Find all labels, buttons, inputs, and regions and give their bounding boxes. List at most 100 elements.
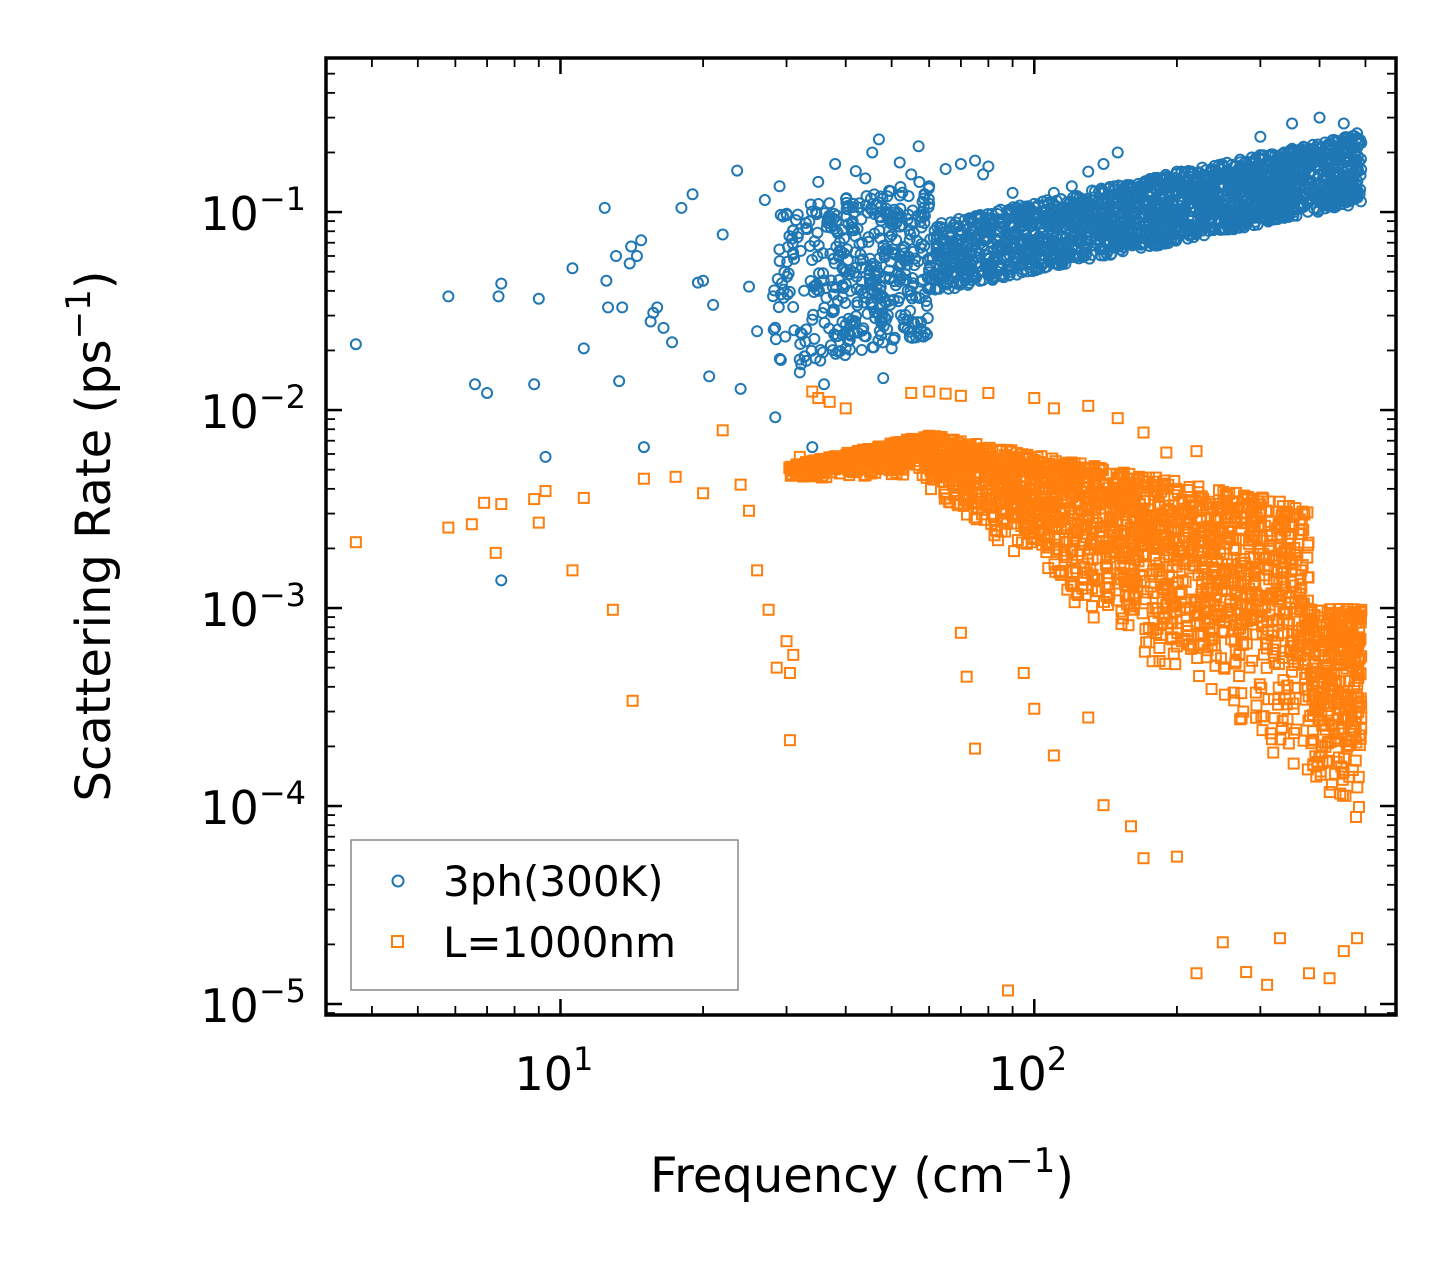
boundary-scattering-point [1208,512,1221,525]
boundary-scattering-point [1124,535,1137,548]
boundary-scattering-point [1194,628,1207,641]
boundary-scattering-point [1343,738,1356,751]
boundary-scattering-point [1131,531,1144,544]
boundary-scattering-point [1287,757,1300,770]
boundary-scattering-point [1332,658,1345,671]
boundary-scattering-point [1322,666,1335,679]
boundary-scattering-point [1256,724,1269,737]
boundary-scattering-point [1153,641,1166,654]
boundary-scattering-point [1149,552,1162,565]
boundary-scattering-point [1265,588,1278,601]
boundary-scattering-point [858,469,871,482]
boundary-scattering-point [960,508,973,521]
boundary-scattering-point [1337,722,1350,735]
boundary-scattering-point [1272,658,1285,671]
boundary-scattering-point [1129,513,1142,526]
boundary-scattering-point [1346,633,1359,646]
boundary-scattering-point [1186,559,1199,572]
boundary-scattering-point [1173,587,1186,600]
boundary-scattering-point [1115,524,1128,537]
boundary-scattering-point [1248,567,1261,580]
boundary-scattering-point [1272,629,1285,642]
boundary-scattering-point [1153,655,1166,668]
boundary-scattering-point [1276,714,1289,727]
boundary-scattering-point [1323,786,1336,799]
boundary-scattering-point [1284,597,1297,610]
three-phonon-point [985,272,998,285]
boundary-scattering-point [1089,507,1102,520]
boundary-scattering-point [1336,773,1349,786]
boundary-scattering-point [1114,503,1127,516]
boundary-scattering-point [1291,649,1304,662]
boundary-scattering-point [1349,754,1362,767]
boundary-scattering-point [1319,659,1332,672]
boundary-scattering-point [1229,544,1242,557]
boundary-scattering-point [1220,567,1233,580]
boundary-scattering-point [1085,582,1098,595]
boundary-scattering-point [1277,614,1290,627]
boundary-scattering-point [982,500,995,513]
boundary-scattering-point [1301,506,1314,519]
boundary-scattering-point [1184,490,1197,503]
boundary-scattering-point [1228,635,1241,648]
boundary-scattering-point [1162,569,1175,582]
boundary-scattering-point [1103,581,1116,594]
three-phonon-point [769,321,782,334]
boundary-scattering-point [1166,600,1179,613]
boundary-scattering-point [1137,504,1150,517]
boundary-scattering-point [1355,722,1368,735]
three-phonon-point [769,333,782,346]
boundary-scattering-point [1104,512,1117,525]
boundary-scattering-point [1230,504,1243,517]
boundary-scattering-point [1234,713,1247,726]
boundary-scattering-point [924,483,937,496]
boundary-scattering-point [1250,711,1263,724]
boundary-scattering-point [785,460,798,473]
boundary-scattering-point [921,431,934,444]
boundary-scattering-point [1287,510,1300,523]
boundary-scattering-point [1285,556,1298,569]
boundary-scattering-point [1176,574,1189,587]
boundary-scattering-point [1349,810,1362,823]
boundary-scattering-point [890,466,903,479]
boundary-scattering-point [1074,544,1087,557]
three-phonon-point [804,275,817,288]
boundary-scattering-point [1164,505,1177,518]
boundary-scattering-point [1274,733,1287,746]
boundary-scattering-point [1261,638,1274,651]
boundary-scattering-point [1235,524,1248,537]
boundary-scattering-point [988,523,1001,536]
boundary-scattering-point [1083,491,1096,504]
boundary-scattering-point [1256,626,1269,639]
boundary-scattering-point [1253,498,1266,511]
boundary-scattering-point [1072,589,1085,602]
boundary-scattering-point [1117,470,1130,483]
boundary-scattering-point [1144,503,1157,516]
boundary-scattering-point [842,463,855,476]
boundary-scattering-point [969,483,982,496]
boundary-scattering-point [1351,781,1364,794]
boundary-scattering-point [1067,469,1080,482]
boundary-scattering-point [1301,539,1314,552]
boundary-scattering-point [1167,647,1180,660]
boundary-scattering-point [1353,652,1366,665]
boundary-scattering-point [1079,588,1092,601]
boundary-scattering-point [1131,580,1144,593]
boundary-scattering-point [1075,466,1088,479]
boundary-scattering-point [957,460,970,473]
boundary-scattering-point [1332,697,1345,710]
boundary-scattering-point [1260,661,1273,674]
boundary-scattering-point [1077,573,1090,586]
boundary-scattering-point [1103,551,1116,564]
three-phonon-point [902,190,915,203]
boundary-scattering-point [1052,477,1065,490]
boundary-scattering-point [1115,468,1128,481]
boundary-scattering-point [1112,538,1125,551]
boundary-scattering-point [890,451,903,464]
three-phonon-point [1089,185,1102,198]
three-phonon-point [772,301,785,314]
boundary-scattering-point [1275,547,1288,560]
boundary-scattering-point [1352,770,1365,783]
boundary-scattering-point [894,447,907,460]
boundary-scattering-point [1170,536,1183,549]
